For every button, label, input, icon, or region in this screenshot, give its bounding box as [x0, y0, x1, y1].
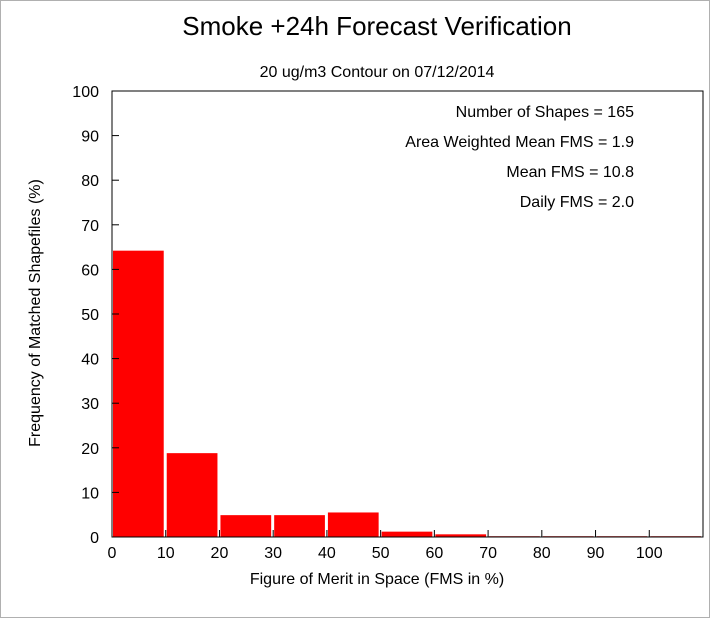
x-tick-label: 90: [587, 545, 605, 562]
y-tick-label: 0: [90, 530, 99, 547]
y-axis-ticks: 0 10 20 30 40 50 60 70 80 90 100: [72, 84, 119, 547]
y-tick-label: 100: [72, 84, 99, 101]
histogram-bar: [220, 515, 272, 537]
x-tick-label: 30: [264, 545, 282, 562]
stats-annotation: Area Weighted Mean FMS = 1.9: [405, 134, 634, 151]
y-tick-label: 30: [81, 396, 99, 413]
x-tick-label: 40: [318, 545, 336, 562]
bars-group: [113, 250, 701, 537]
histogram-bar: [113, 250, 164, 537]
x-tick-label: 60: [425, 545, 443, 562]
chart-subtitle: 20 ug/m3 Contour on 07/12/2014: [260, 64, 495, 81]
x-tick-label: 50: [372, 545, 390, 562]
stats-annotation: Daily FMS = 2.0: [520, 194, 634, 211]
x-axis-label: Figure of Merit in Space (FMS in %): [250, 571, 504, 588]
y-tick-label: 70: [81, 218, 99, 235]
y-tick-label: 10: [81, 485, 99, 502]
histogram-bar: [327, 512, 379, 537]
stats-annotation: Mean FMS = 10.8: [506, 164, 634, 181]
stats-annotations: Number of Shapes = 165 Area Weighted Mean…: [405, 104, 634, 211]
x-tick-label: 70: [479, 545, 497, 562]
chart-title: Smoke +24h Forecast Verification: [182, 11, 571, 41]
histogram-bar: [435, 534, 487, 537]
y-tick-label: 90: [81, 129, 99, 146]
x-tick-label: 100: [636, 545, 663, 562]
stats-annotation: Number of Shapes = 165: [456, 104, 634, 121]
x-tick-label: 0: [108, 545, 117, 562]
y-tick-label: 60: [81, 262, 99, 279]
histogram-bar: [274, 515, 325, 537]
histogram-bar: [381, 531, 433, 537]
y-tick-label: 80: [81, 173, 99, 190]
y-tick-label: 50: [81, 307, 99, 324]
y-axis-label: Frequency of Matched Shapefiles (%): [27, 179, 44, 447]
y-tick-label: 40: [81, 352, 99, 369]
x-axis-ticks: 0 10 20 30 40 50 60 70 80 90 100: [108, 530, 663, 562]
x-tick-label: 80: [533, 545, 551, 562]
x-tick-label: 10: [157, 545, 175, 562]
histogram-bar: [166, 453, 218, 537]
y-tick-label: 20: [81, 441, 99, 458]
x-tick-label: 20: [211, 545, 229, 562]
